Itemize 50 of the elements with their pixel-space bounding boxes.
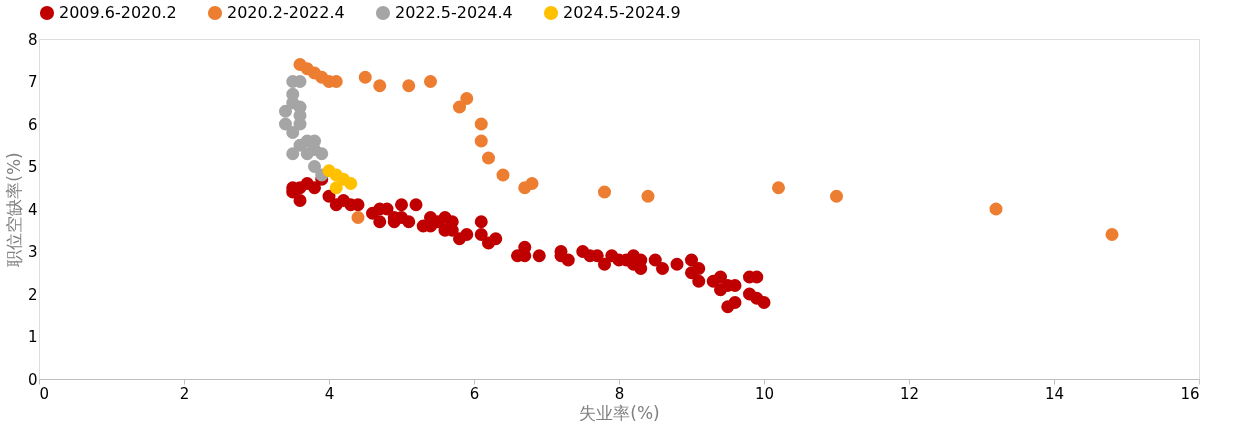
point bbox=[286, 147, 300, 161]
point bbox=[641, 189, 655, 203]
point bbox=[989, 202, 1003, 216]
point bbox=[481, 151, 496, 165]
point bbox=[474, 134, 488, 148]
point bbox=[351, 210, 365, 225]
point bbox=[496, 168, 510, 182]
point bbox=[344, 176, 358, 191]
point bbox=[293, 57, 307, 72]
point bbox=[829, 189, 844, 203]
x-tick-label: 2 bbox=[179, 384, 190, 403]
point bbox=[278, 104, 293, 118]
x-tick-label: 12 bbox=[899, 384, 920, 403]
x-tick-label: 0 bbox=[39, 384, 50, 403]
point bbox=[1105, 227, 1119, 242]
x-tick-label: 4 bbox=[324, 384, 335, 403]
point bbox=[452, 100, 467, 114]
y-tick-label: 3 bbox=[27, 243, 38, 261]
x-tick-label: 6 bbox=[469, 384, 480, 403]
point bbox=[329, 181, 343, 195]
y-tick-label: 0 bbox=[27, 370, 38, 389]
x-tick-label: 10 bbox=[754, 384, 775, 403]
y-tick-label: 4 bbox=[27, 200, 38, 219]
y-tick-label: 2 bbox=[27, 285, 38, 304]
legend-label: 2024.5-2024.9 bbox=[563, 3, 681, 22]
point bbox=[278, 117, 293, 131]
point bbox=[307, 159, 322, 174]
y-axis-title: 职位空缺率(%) bbox=[3, 152, 24, 267]
x-tick-label: 16 bbox=[1180, 384, 1200, 403]
point bbox=[358, 70, 372, 84]
point bbox=[460, 91, 474, 106]
x-axis-title: 失业率(%) bbox=[579, 402, 660, 423]
y-tick-label: 8 bbox=[27, 30, 38, 49]
point bbox=[402, 79, 416, 93]
x-tick-label: 14 bbox=[1044, 384, 1065, 403]
point bbox=[771, 181, 786, 195]
y-tick-label: 6 bbox=[27, 115, 38, 134]
point bbox=[286, 125, 300, 140]
point bbox=[373, 79, 387, 93]
point bbox=[474, 117, 488, 131]
legend-label: 2020.2-2022.4 bbox=[227, 3, 345, 22]
y-tick-label: 7 bbox=[27, 73, 38, 91]
point bbox=[423, 74, 438, 89]
legend-label: 2022.5-2024.4 bbox=[395, 3, 513, 22]
y-tick-label: 1 bbox=[27, 328, 38, 346]
x-tick-label: 8 bbox=[614, 384, 625, 403]
y-tick-label: 5 bbox=[27, 158, 38, 176]
point bbox=[597, 185, 612, 199]
legend-label: 2009.6-2020.2 bbox=[59, 3, 177, 22]
point bbox=[518, 181, 532, 195]
